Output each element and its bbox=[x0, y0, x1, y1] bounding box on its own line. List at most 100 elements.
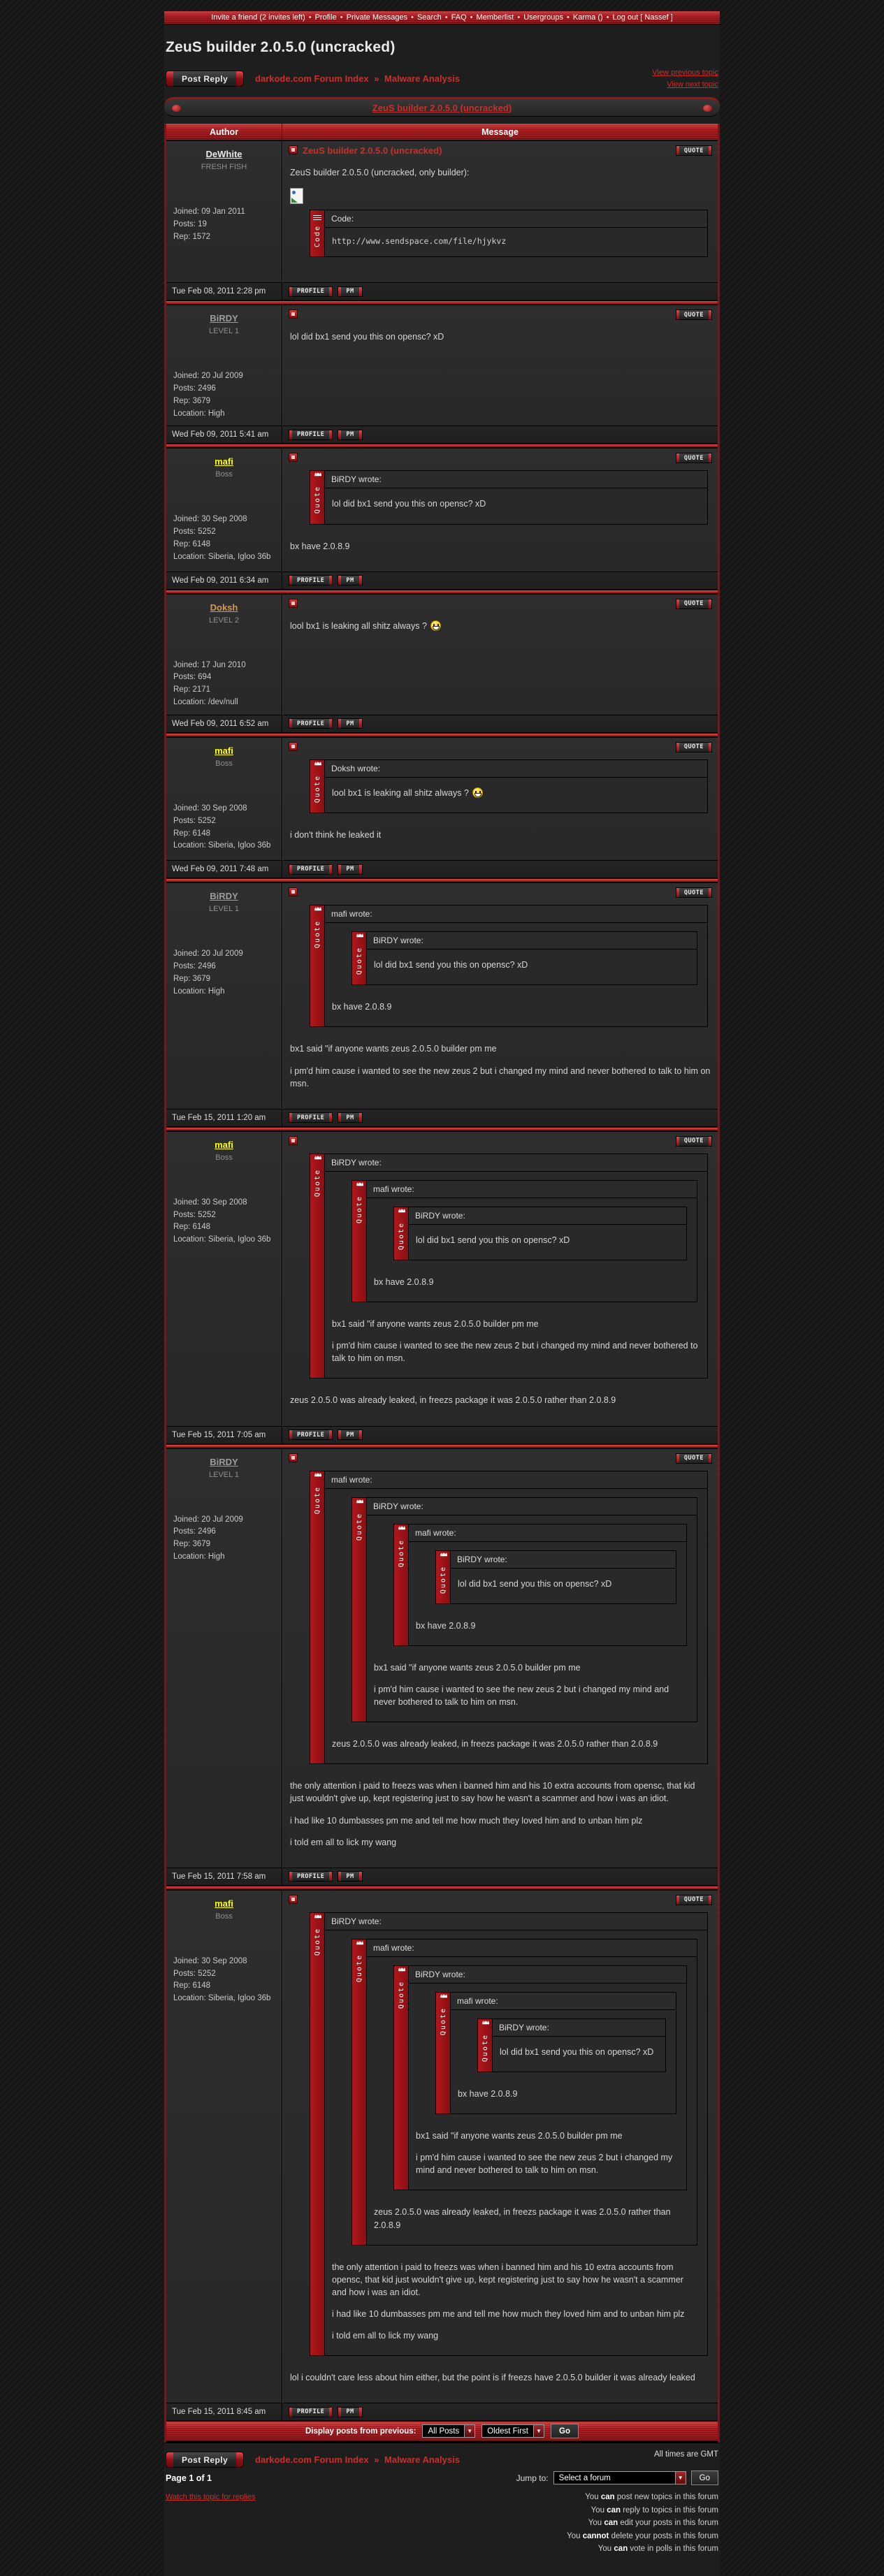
profile-button[interactable]: PROFILE bbox=[289, 286, 333, 297]
post-timestamp: Wed Feb 09, 2011 6:34 am bbox=[166, 572, 282, 589]
author-detail-line: Rep: 1572 bbox=[173, 232, 211, 241]
author-name-link[interactable]: Doksh bbox=[210, 602, 238, 613]
pm-button[interactable]: PM bbox=[338, 429, 363, 440]
post-reply-button[interactable]: Post Reply bbox=[166, 71, 245, 87]
post-icon[interactable] bbox=[289, 145, 298, 154]
profile-button[interactable]: PROFILE bbox=[289, 718, 333, 729]
quote-bar-label: Quote bbox=[313, 1927, 321, 1956]
pm-button[interactable]: PM bbox=[338, 718, 363, 729]
view-previous-topic-link[interactable]: View previous topic bbox=[652, 68, 718, 77]
quote-block: ❝❝ Quote mafi wrote: ❝❝ Quote BiRDY wrote: ❝❝ Q… bbox=[352, 1938, 697, 2246]
post-icon[interactable] bbox=[289, 1453, 298, 1462]
code-list-icon bbox=[313, 214, 321, 221]
pm-button[interactable]: PM bbox=[338, 2406, 363, 2417]
post-row: DeWhite FRESH FISH Joined: 09 Jan 2011 Post… bbox=[166, 141, 718, 283]
post-text: i pm'd him cause i wanted to see the new… bbox=[374, 1684, 669, 1707]
author-name-link[interactable]: mafi bbox=[215, 745, 233, 756]
author-name-link[interactable]: mafi bbox=[215, 1139, 233, 1150]
breadcrumb-forum-index[interactable]: darkode.com Forum Index bbox=[255, 73, 369, 84]
post-icon[interactable] bbox=[289, 741, 298, 751]
button-cap bbox=[709, 1453, 711, 1463]
message-cell: QUOTE ❝❝ Quote BiRDY wrote: ❝❝ Quote mafi wrot… bbox=[282, 1890, 718, 2403]
post-icon[interactable] bbox=[289, 453, 298, 463]
jump-to-row: Jump to: Select a forum ▼ Go bbox=[425, 2471, 718, 2486]
pm-button[interactable]: PM bbox=[338, 1871, 363, 1882]
quote-bar-label: Quote bbox=[313, 1168, 321, 1197]
topbar-item[interactable]: Usergroups bbox=[523, 13, 564, 22]
profile-button[interactable]: PROFILE bbox=[289, 1112, 333, 1123]
post-timestamp: Tue Feb 15, 2011 7:05 am bbox=[166, 1426, 282, 1443]
author-name-link[interactable]: BiRDY bbox=[210, 891, 238, 902]
post-icon[interactable] bbox=[289, 598, 298, 608]
quote-button[interactable]: QUOTE bbox=[675, 310, 712, 321]
author-cell: mafi Boss Joined: 30 Sep 2008 Posts: 5252 Re… bbox=[166, 1131, 282, 1426]
author-name-link[interactable]: mafi bbox=[215, 456, 233, 467]
profile-button[interactable]: PROFILE bbox=[289, 1871, 333, 1882]
author-name-link[interactable]: BiRDY bbox=[210, 1456, 238, 1467]
topbar-item[interactable]: Private Messages bbox=[346, 13, 408, 22]
breadcrumb-malware-analysis[interactable]: Malware Analysis bbox=[384, 2454, 460, 2466]
profile-button[interactable]: PROFILE bbox=[289, 1429, 333, 1440]
view-next-topic-link[interactable]: View next topic bbox=[667, 80, 718, 89]
code-text: http://www.sendspace.com/file/hjykvz bbox=[332, 236, 507, 247]
pm-button[interactable]: PM bbox=[338, 1429, 363, 1440]
quote-button[interactable]: QUOTE bbox=[675, 1453, 712, 1464]
post-icon[interactable] bbox=[289, 887, 298, 897]
post-icon[interactable] bbox=[289, 310, 298, 319]
topbar-item[interactable]: Log out [ Nassef ] bbox=[612, 13, 673, 22]
quote-main: BiRDY wrote: lol did bx1 send you this on… bbox=[367, 931, 697, 986]
quote-bar-label: Quote bbox=[313, 920, 321, 949]
topbar-item[interactable]: Profile bbox=[314, 13, 337, 22]
sort-order-select[interactable]: Oldest First ▼ bbox=[481, 2424, 545, 2438]
jump-to-select[interactable]: Select a forum ▼ bbox=[553, 2471, 686, 2485]
quote-button[interactable]: QUOTE bbox=[675, 1894, 712, 1905]
button-cap bbox=[329, 430, 333, 439]
topbar-item[interactable]: Invite a friend (2 invites left) bbox=[211, 13, 305, 22]
quote-button-label: QUOTE bbox=[679, 453, 709, 463]
quote-main: mafi wrote: ❝❝ Quote BiRDY wrote: lol did bx… bbox=[451, 1991, 676, 2114]
quote-bar: ❝❝ Quote bbox=[393, 1965, 409, 2191]
pm-button[interactable]: PM bbox=[338, 1112, 363, 1123]
topbar-item[interactable]: Search bbox=[416, 13, 442, 22]
profile-button[interactable]: PROFILE bbox=[289, 429, 333, 440]
quote-main: mafi wrote: ❝❝ Quote BiRDY wrote: ❝❝ Quote maf… bbox=[325, 1470, 708, 1765]
profile-button[interactable]: PROFILE bbox=[289, 2406, 333, 2417]
posts-filter-select[interactable]: All Posts ▼ bbox=[422, 2424, 476, 2438]
quote-button[interactable]: QUOTE bbox=[675, 1135, 712, 1147]
quote-button[interactable]: QUOTE bbox=[675, 598, 712, 609]
topbar-item[interactable]: Karma () bbox=[572, 13, 603, 22]
pm-button[interactable]: PM bbox=[338, 575, 363, 586]
watch-topic-link[interactable]: Watch this topic for replies bbox=[166, 2493, 256, 2502]
jump-go-button[interactable]: Go bbox=[690, 2471, 718, 2486]
post-reply-button-bottom[interactable]: Post Reply bbox=[166, 2452, 245, 2468]
button-cap bbox=[338, 1113, 342, 1123]
post-icon[interactable] bbox=[289, 1894, 298, 1904]
message-top: ZeuS builder 2.0.5.0 (uncracked) QUOTE bbox=[289, 145, 712, 156]
quote-header: mafi wrote: bbox=[367, 1179, 697, 1198]
breadcrumb-forum-index[interactable]: darkode.com Forum Index bbox=[255, 2454, 369, 2466]
profile-button[interactable]: PROFILE bbox=[289, 575, 333, 586]
quote-button[interactable]: QUOTE bbox=[675, 145, 712, 156]
pm-button[interactable]: PM bbox=[338, 286, 363, 297]
topic-title-link[interactable]: ZeuS builder 2.0.5.0 (uncracked) bbox=[372, 102, 512, 113]
post-icon[interactable] bbox=[289, 1135, 298, 1145]
display-go-button[interactable]: Go bbox=[551, 2424, 579, 2439]
button-cap bbox=[329, 576, 333, 585]
topbar-item[interactable]: FAQ bbox=[451, 13, 467, 22]
author-name-link[interactable]: DeWhite bbox=[205, 149, 242, 159]
quote-bar: ❝❝ Quote bbox=[310, 470, 325, 525]
profile-button[interactable]: PROFILE bbox=[289, 864, 333, 875]
quote-block: ❝❝ Quote mafi wrote: ❝❝ Quote BiRDY wrote: ❝❝ Q… bbox=[310, 1470, 708, 1765]
quote-main: BiRDY wrote: ❝❝ Quote mafi wrote: ❝❝ Quote BiR… bbox=[367, 1497, 697, 1723]
quote-button[interactable]: QUOTE bbox=[675, 453, 712, 464]
breadcrumb-malware-analysis[interactable]: Malware Analysis bbox=[384, 73, 460, 84]
pm-button[interactable]: PM bbox=[338, 864, 363, 875]
table-header: Author Message bbox=[166, 124, 718, 141]
quote-button[interactable]: QUOTE bbox=[675, 741, 712, 752]
button-cap bbox=[676, 453, 679, 463]
author-name-link[interactable]: BiRDY bbox=[210, 313, 238, 324]
post-subject-title: ZeuS builder 2.0.5.0 (uncracked) bbox=[303, 145, 442, 156]
author-name-link[interactable]: mafi bbox=[215, 1898, 233, 1909]
topbar-item[interactable]: Memberlist bbox=[476, 13, 514, 22]
quote-button[interactable]: QUOTE bbox=[675, 887, 712, 898]
